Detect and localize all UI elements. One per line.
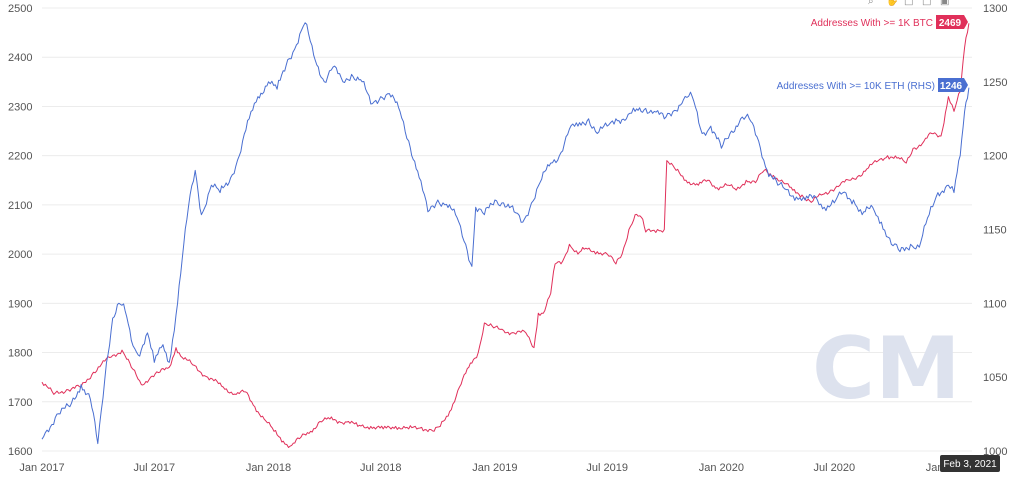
series-line-eth [41,22,970,445]
x-tick-label: Jul 2017 [133,462,175,474]
y-left-tick-label: 2300 [8,101,32,113]
x-tick-label: Jan 2017 [19,462,64,474]
hover-date-text: Feb 3, 2021 [943,459,997,470]
chart-toolbar: ⌕ ✋ □ □ ▣ [868,0,949,7]
y-axis-left: 1600 1700 1800 1900 2000 2100 2200 2300 2400 2500 [8,3,32,458]
value-badge-pointer [964,78,968,92]
y-left-tick-label: 2400 [8,52,32,64]
y-left-tick-label: 2100 [8,200,32,212]
series-last-value: 1246 [940,81,963,92]
grid [42,7,972,452]
search-icon[interactable]: ⌕ [868,0,874,7]
y-right-tick-label: 1150 [983,225,1007,237]
series-end-labels: Addresses With >= 1K BTC 2469 Addresses Wi… [777,15,968,92]
x-tick-label: Jul 2018 [360,462,402,474]
value-badge [938,78,964,92]
camera-icon[interactable]: ▣ [940,0,949,7]
y-left-tick-label: 1600 [8,446,32,458]
y-right-tick-label: 1300 [983,3,1007,15]
y-left-tick-label: 1800 [8,348,32,360]
y-right-tick-label: 1250 [983,77,1007,89]
x-axis: Jan 2017 Jul 2017 Jan 2018 Jul 2018 Jan 2019… [19,462,971,474]
hover-date-tooltip: Feb 3, 2021 [940,455,1000,472]
y-left-tick-label: 2500 [8,3,32,15]
y-left-tick-label: 2000 [8,249,32,261]
x-tick-label: Jan 2019 [472,462,517,474]
series-name-label: Addresses With >= 10K ETH (RHS) [777,81,935,92]
reset-icon[interactable]: □ [904,0,913,7]
y-right-tick-label: 1100 [983,298,1007,310]
watermark-text: CM [812,319,961,419]
series-layer [41,22,970,448]
y-right-tick-label: 1050 [983,372,1007,384]
download-icon[interactable]: □ [922,0,931,7]
value-badge [936,15,964,29]
x-tick-label: Jan 2018 [246,462,291,474]
y-right-tick-label: 1200 [983,151,1007,163]
hand-icon[interactable]: ✋ [886,0,898,7]
x-tick-label: Jul 2020 [813,462,855,474]
series-last-value: 2469 [939,18,962,29]
value-badge-pointer [964,15,968,29]
x-tick-label: Jul 2019 [586,462,628,474]
series-name-label: Addresses With >= 1K BTC [811,18,933,29]
y-left-tick-label: 1900 [8,298,32,310]
x-tick-label: Jan 2020 [699,462,744,474]
hover-date-box [940,455,1000,472]
y-left-tick-label: 2200 [8,151,32,163]
watermark: CM [812,319,961,419]
y-left-tick-label: 1700 [8,397,32,409]
